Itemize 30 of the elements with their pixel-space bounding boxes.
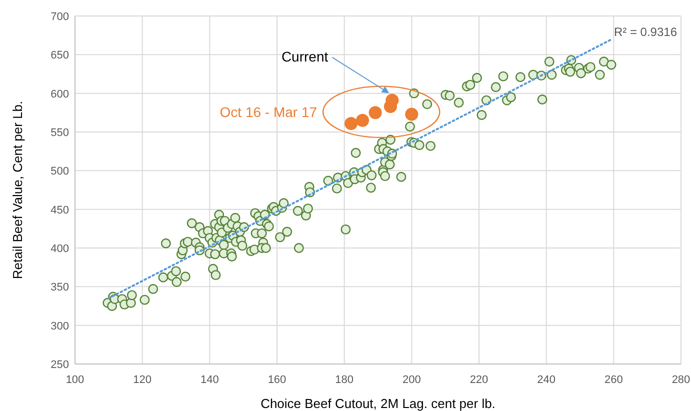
x-tick-label: 240 [537,374,556,386]
y-tick-label: 550 [50,127,69,139]
y-tick-label: 400 [50,243,69,255]
x-tick-label: 140 [200,374,219,386]
x-tick-label: 200 [402,374,421,386]
y-tick-label: 450 [50,204,69,216]
point [368,106,382,120]
x-tick-label: 160 [268,374,286,386]
y-tick-label: 500 [50,166,69,178]
x-tick-label: 220 [470,374,488,386]
x-tick-label: 180 [335,374,354,386]
y-tick-label: 300 [50,320,69,332]
y-tick-label: 700 [50,11,69,23]
text: Oct 16 - Mar 17 [220,104,318,120]
y-tick-label: 650 [50,50,69,62]
point [356,114,370,127]
y-axis-title: Retail Beef Value, Cent per Lb. [10,100,25,280]
y-tick-label: 600 [50,88,69,100]
x-axis-title: Choice Beef Cutout, 2M Lag. cent per lb. [260,396,496,411]
x-tick-label: 280 [672,374,690,386]
point [405,108,418,121]
point [344,116,358,130]
x-tick-label: 260 [604,374,623,386]
point [386,94,399,107]
x-tick-label: 120 [133,374,152,386]
annotation: R² = 0.9316 [614,25,678,39]
y-tick-label: 350 [50,282,69,294]
annotation: Current [281,48,328,64]
x-tick-label: 100 [66,374,84,386]
y-tick-label: 250 [50,359,69,371]
